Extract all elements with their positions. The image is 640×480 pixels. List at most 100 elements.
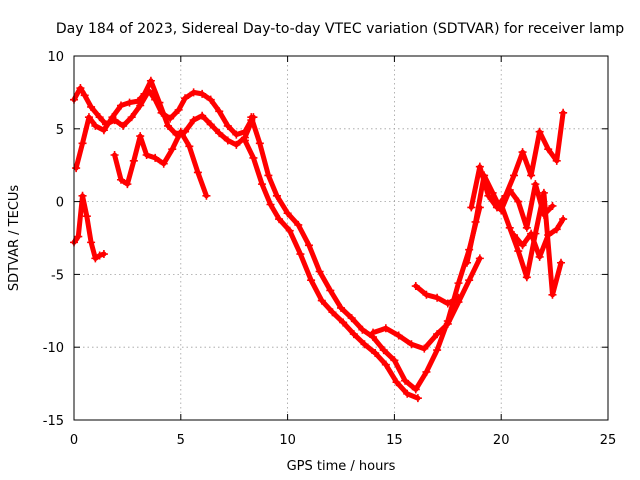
data-point-marker [420, 344, 429, 353]
data-point-marker [99, 126, 108, 135]
data-point-marker [272, 191, 281, 200]
series-track-c [70, 191, 108, 263]
series-line [242, 137, 421, 401]
data-point-marker [358, 325, 367, 334]
data-point-marker [531, 180, 540, 189]
data-point-marker [475, 162, 484, 171]
data-point-marker [514, 197, 523, 206]
data-point-marker [484, 191, 493, 200]
series-line [498, 190, 564, 298]
data-point-marker [181, 94, 190, 103]
data-point-marker [413, 394, 422, 403]
data-point-marker [125, 98, 134, 107]
data-point-marker [127, 113, 136, 122]
data-point-marker [328, 308, 337, 317]
data-point-marker [168, 145, 177, 154]
data-point-marker [381, 324, 390, 333]
data-point-marker [539, 188, 548, 197]
data-point-marker [544, 145, 553, 154]
data-point-marker [505, 223, 514, 232]
data-point-marker [140, 89, 149, 98]
data-point-marker [142, 151, 151, 160]
data-point-marker [283, 209, 292, 218]
data-point-marker [174, 105, 183, 114]
x-tick-label: 20 [493, 433, 510, 448]
data-point-marker [390, 356, 399, 365]
data-point-marker [285, 226, 294, 235]
y-tick-label: -15 [43, 414, 64, 429]
data-point-marker [266, 200, 275, 209]
series-main-track [247, 113, 484, 394]
data-point-marker [255, 139, 264, 148]
data-point-marker [193, 168, 202, 177]
y-tick-label: -10 [43, 341, 64, 356]
data-point-marker [275, 215, 284, 224]
data-point-marker [544, 231, 553, 240]
data-point-marker [296, 250, 305, 259]
data-point-marker [116, 101, 125, 110]
data-point-marker [223, 136, 232, 145]
data-point-marker [108, 113, 117, 122]
data-point-marker [159, 159, 168, 168]
grid-lines [74, 56, 608, 420]
series-track-f [369, 254, 484, 353]
data-point-marker [317, 296, 326, 305]
data-point-marker [240, 136, 249, 145]
data-point-marker [510, 171, 519, 180]
data-point-marker [110, 151, 119, 160]
data-point-marker [249, 153, 258, 162]
series-layer [70, 76, 568, 403]
data-point-marker [72, 164, 81, 173]
series-track-g [411, 282, 463, 308]
x-tick-label: 0 [70, 433, 78, 448]
data-point-marker [471, 217, 480, 226]
data-point-marker [198, 89, 207, 98]
data-point-marker [552, 156, 561, 165]
x-tick-label: 15 [386, 433, 403, 448]
x-tick-label: 10 [279, 433, 296, 448]
data-point-marker [95, 113, 104, 122]
series-track-k [510, 215, 568, 261]
data-point-marker [82, 212, 91, 221]
data-point-marker [215, 107, 224, 116]
data-point-marker [206, 120, 215, 129]
data-point-marker [552, 225, 561, 234]
data-point-marker [304, 241, 313, 250]
y-axis-label: SDTVAR / TECUs [7, 185, 22, 292]
data-point-marker [176, 127, 185, 136]
data-point-marker [294, 220, 303, 229]
data-point-marker [119, 121, 128, 130]
data-point-marker [123, 180, 132, 189]
data-point-marker [198, 111, 207, 120]
data-point-marker [535, 252, 544, 261]
data-point-marker [501, 191, 510, 200]
data-point-marker [232, 140, 241, 149]
data-point-marker [527, 171, 536, 180]
series-track-j [497, 188, 566, 299]
data-point-marker [146, 76, 155, 85]
data-point-marker [202, 191, 211, 200]
data-point-marker [136, 101, 145, 110]
data-point-marker [80, 91, 89, 100]
data-point-marker [151, 153, 160, 162]
data-point-marker [475, 254, 484, 263]
data-point-marker [76, 84, 85, 93]
data-point-marker [91, 254, 100, 263]
axis-ticks: 0 5 10 15 20 25 -15 -10 -5 0 5 10 [43, 50, 617, 448]
data-point-marker [465, 276, 474, 285]
data-point-marker [463, 258, 472, 267]
data-point-marker [443, 299, 452, 308]
data-point-marker [518, 241, 527, 250]
data-point-marker [95, 251, 104, 260]
data-point-marker [433, 330, 442, 339]
data-point-marker [392, 378, 401, 387]
data-point-marker [84, 113, 93, 122]
series-track-e [240, 136, 422, 403]
data-point-marker [522, 223, 531, 232]
data-point-marker [185, 142, 194, 151]
data-point-marker [136, 132, 145, 141]
plot-frame [73, 55, 609, 421]
x-tick-label: 5 [177, 433, 185, 448]
data-point-marker [326, 286, 335, 295]
